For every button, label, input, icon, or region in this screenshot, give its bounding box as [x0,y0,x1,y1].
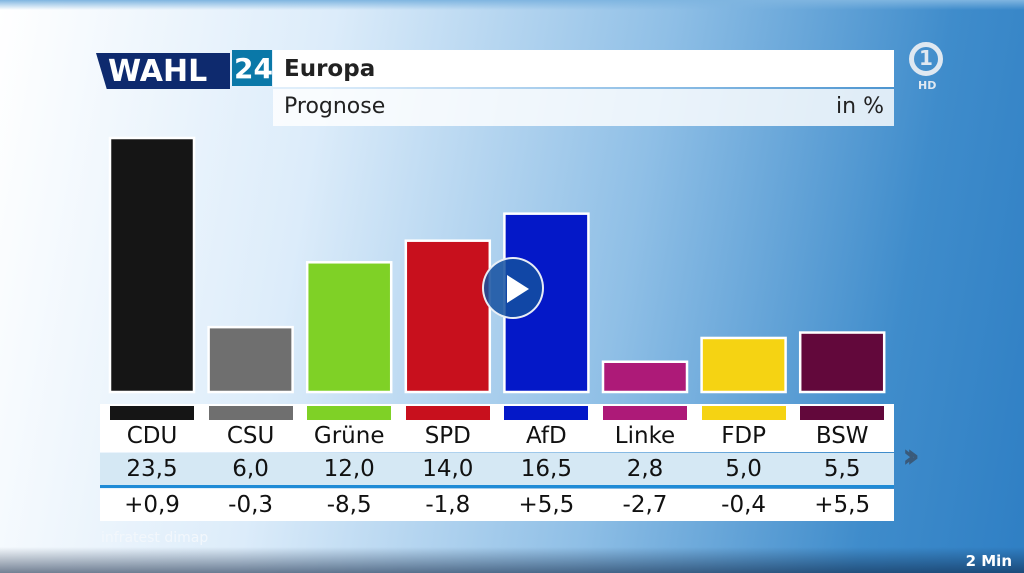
logo-number-text: 24 [234,52,273,85]
source-label: infratest dimap [101,530,209,546]
party-label: CDU [126,423,178,449]
party-label: CSU [226,423,275,449]
top-edge [0,0,1024,10]
change-value: +5,5 [814,492,871,518]
percentage-value: 6,0 [232,456,269,482]
video-bottom-bar [0,547,1024,573]
percentage-value: 14,0 [422,456,474,482]
change-value: -2,7 [622,492,668,518]
bar-linke [601,360,689,394]
color-swatch-linke [603,406,687,420]
percentage-value: 5,0 [725,456,762,482]
bar-bsw [798,331,886,394]
wahl-logo: WAHL [96,53,230,89]
percentage-value: 2,8 [626,456,664,482]
party-label: Linke [614,423,676,449]
party-label: BSW [815,423,869,449]
party-label: Grüne [313,423,385,449]
change-value: -0,3 [228,492,274,518]
chart-subtitle: Prognose [284,94,386,119]
bar-csu [207,325,294,394]
percentage-value: 23,5 [126,456,178,482]
change-value: -0,4 [721,492,767,518]
change-value: +0,9 [124,492,180,518]
bar-cdu [108,136,196,394]
row-divider [100,485,894,488]
bar-fdp [700,336,787,394]
double-chevron-right-icon[interactable]: ›› [902,436,920,476]
percentage-value: 5,5 [823,456,861,482]
party-color-strip [100,404,894,420]
color-swatch-afd [504,406,589,420]
color-swatch-bsw [800,406,885,420]
wahl-logo-text: WAHL [108,54,208,89]
party-label: FDP [721,423,766,449]
bar-grüne [305,261,393,394]
party-label: AfD [526,423,567,449]
party-name-row: CDU CSU Grüne SPD AfD Linke FDP BSW [100,420,894,452]
results-table: CDU CSU Grüne SPD AfD Linke FDP BSW 23,5 6,0 12,0… [100,404,894,521]
title-bar: Europa [273,50,894,87]
color-swatch-grüne [307,406,392,420]
unit-label: in % [836,94,884,119]
percentage-value: 12,0 [323,456,375,482]
color-swatch-cdu [110,406,194,420]
change-value: -1,8 [425,492,471,518]
play-icon[interactable] [482,257,544,319]
party-label: SPD [424,423,471,449]
change-value: -8,5 [326,492,372,518]
subtitle-bar: Prognose in % [273,89,894,126]
color-swatch-spd [405,406,490,420]
change-row: +0,9 -0,3 -8,5 -1,8 +5,5 -2,7 -0,4 +5,5 [100,489,894,521]
percentage-row: 23,5 6,0 12,0 14,0 16,5 2,8 5,0 5,5 [100,453,894,485]
hd-badge: HD [918,79,937,92]
color-swatch-fdp [701,406,786,420]
change-value: +5,5 [518,492,575,518]
bar-spd [404,239,492,394]
color-swatch-csu [208,406,293,420]
chart-title: Europa [284,56,376,82]
station-logo-icon: 1 [909,42,943,76]
percentage-value: 16,5 [520,456,572,482]
video-duration: 2 Min [965,552,1012,570]
wahl-logo-number: 24 [232,50,273,86]
